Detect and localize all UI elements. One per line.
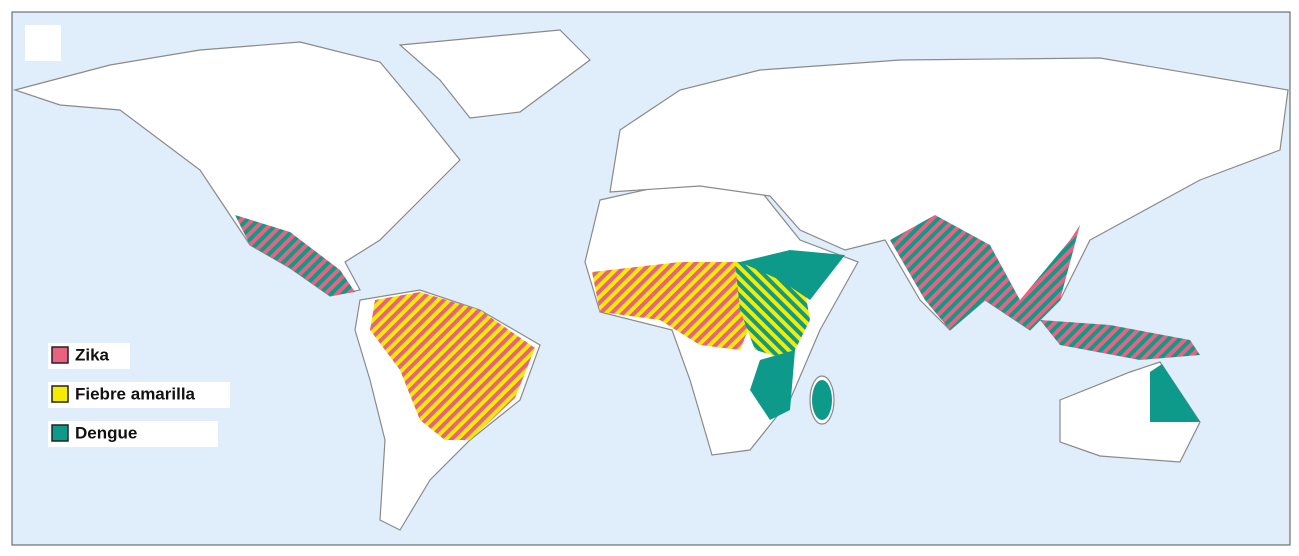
legend-swatch <box>51 346 69 364</box>
blank-box <box>25 25 61 61</box>
legend-label: Zika <box>75 345 110 364</box>
north-america <box>12 41 461 297</box>
area-australia <box>1150 364 1200 422</box>
legend-label: Fiebre amarilla <box>75 384 196 403</box>
legend-swatch <box>51 424 69 442</box>
area-indonesia <box>1040 320 1200 360</box>
area-madagascar <box>812 380 832 420</box>
area-mexico <box>235 215 355 296</box>
greenland <box>398 29 591 119</box>
area-west-africa <box>592 262 760 350</box>
risk-areas <box>235 215 1200 440</box>
area-south-asia <box>890 215 1080 330</box>
area-mozambique <box>750 350 795 420</box>
area-horn <box>740 250 845 300</box>
legend-bg <box>48 421 218 447</box>
legend-swatch <box>51 385 69 403</box>
area-south-america <box>370 292 535 440</box>
legend-bg <box>48 382 230 408</box>
legend-label: Dengue <box>75 423 137 442</box>
legend: Zika Fiebre amarilla Dengue <box>48 343 230 447</box>
